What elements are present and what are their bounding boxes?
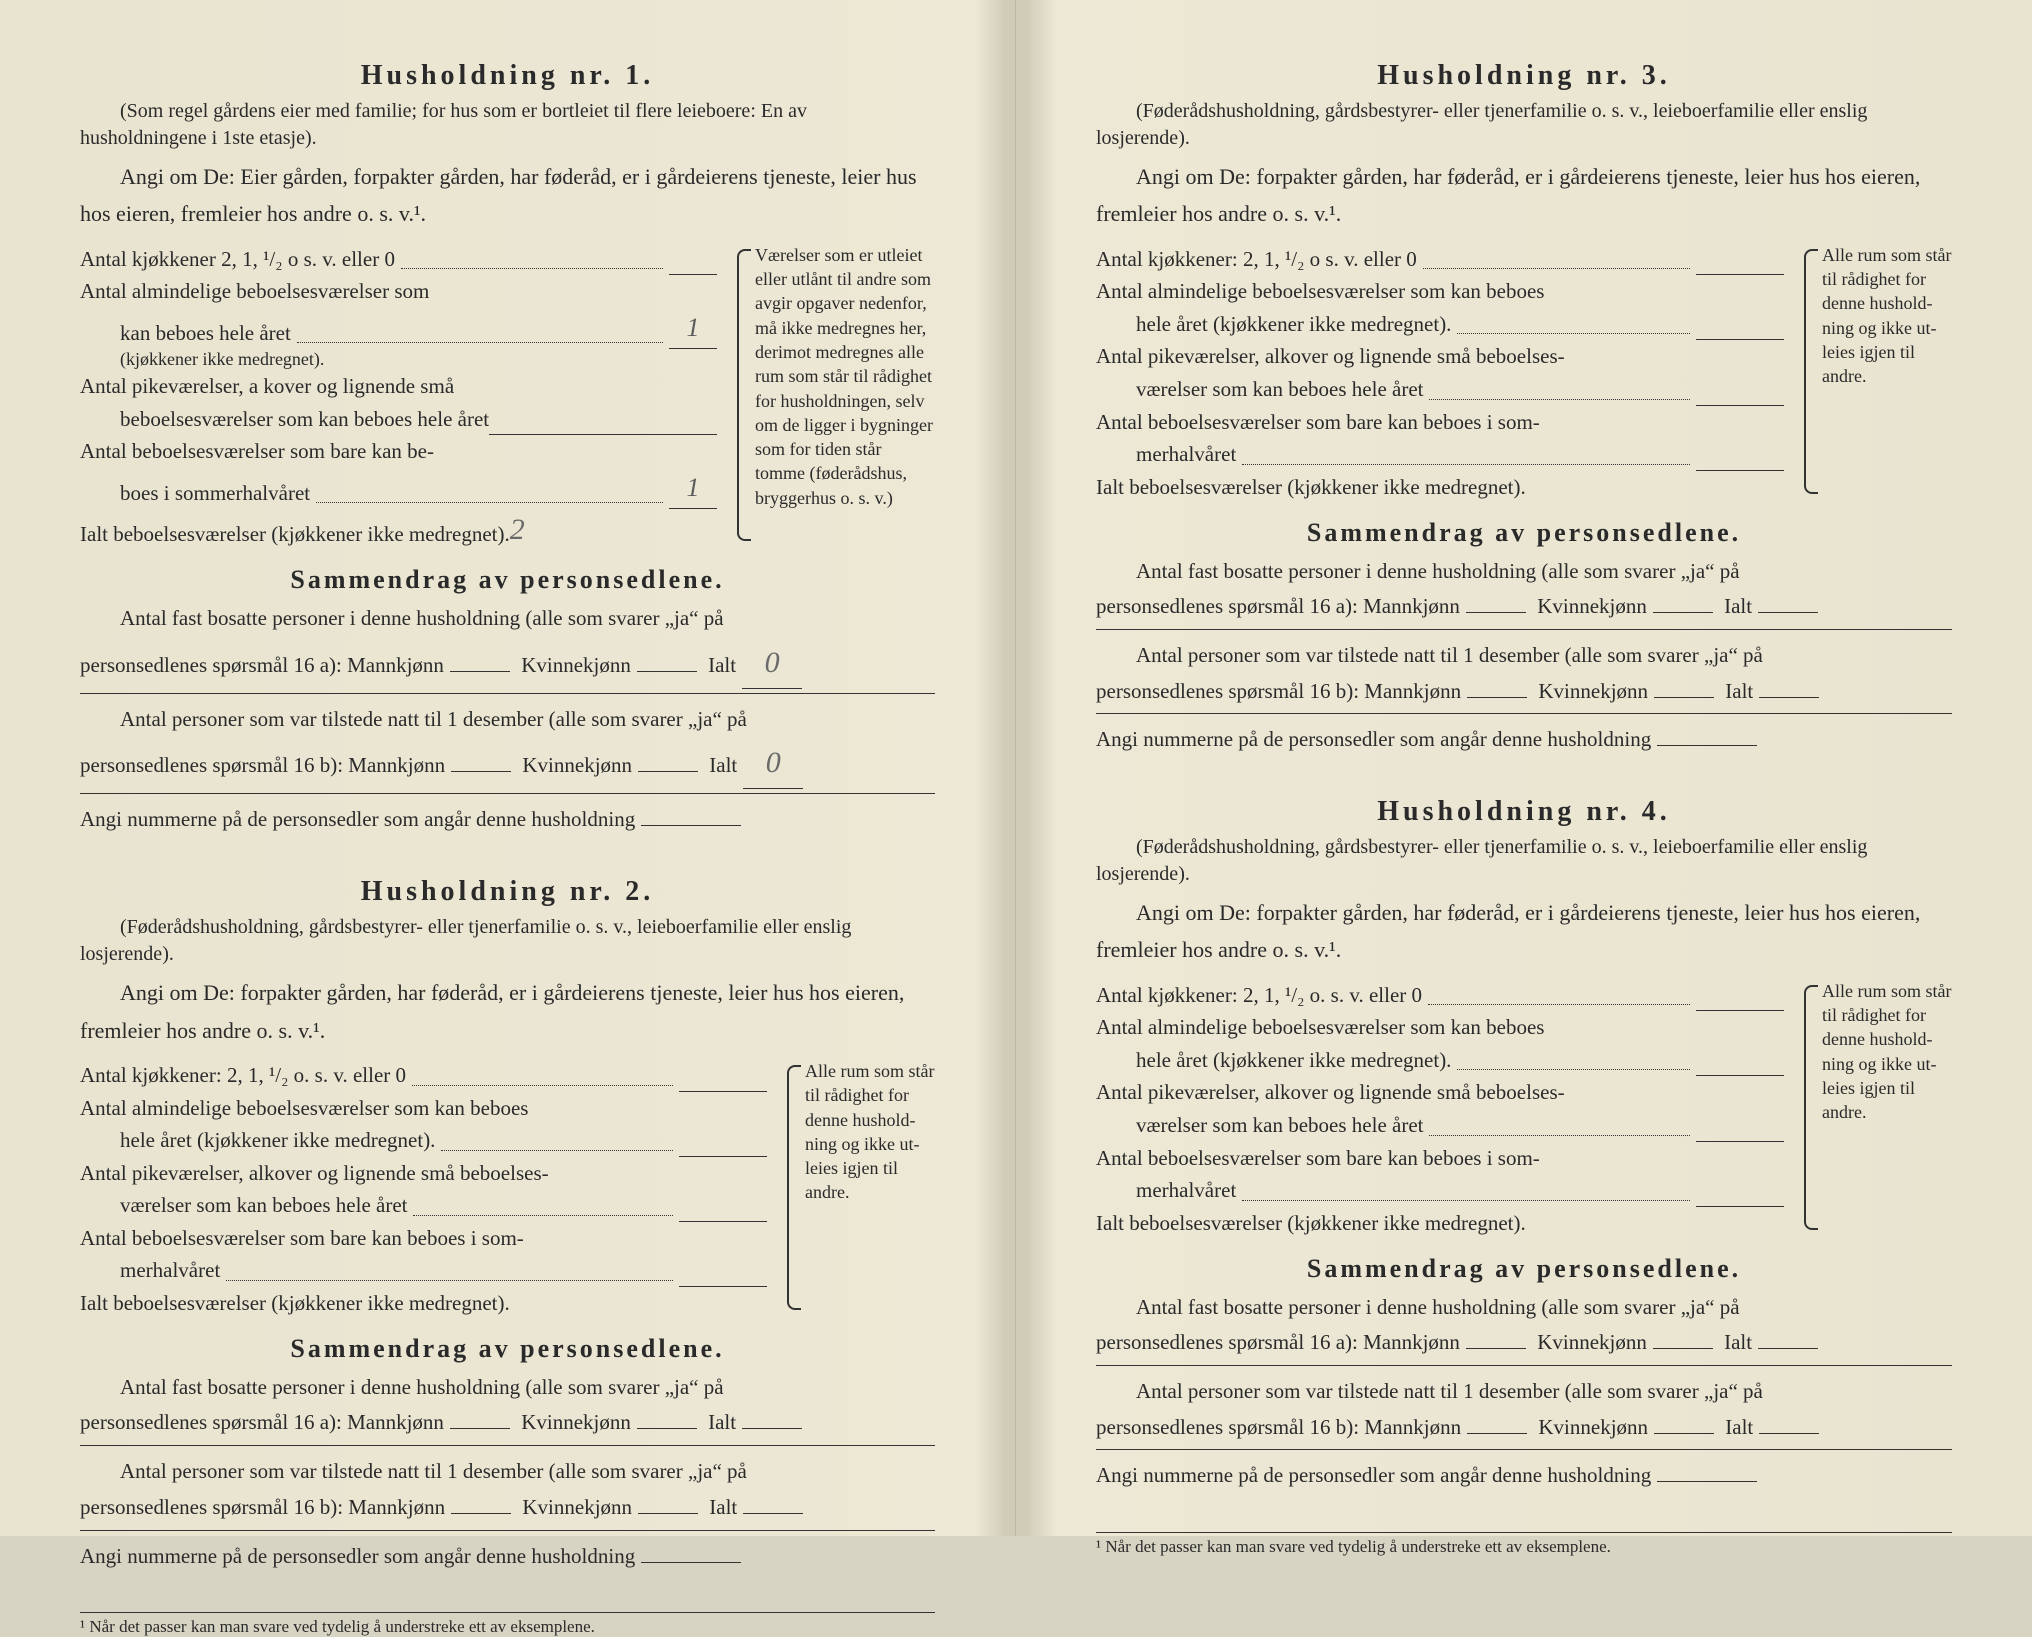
h2-subtitle: (Føderådshusholdning, gårdsbestyrer- ell… xyxy=(80,914,935,968)
h2-kitchens-label: Antal kjøkkener: 2, 1, ¹/₂ o. s. v. elle… xyxy=(80,1059,406,1092)
household-4: Husholdning nr. 4. (Føderådshusholdning,… xyxy=(1096,796,1952,1494)
page-right: Husholdning nr. 3. (Føderådshusholdning,… xyxy=(1016,0,2032,1536)
h4-title: Husholdning nr. 4. xyxy=(1096,796,1952,828)
h1-ordinary-value: 1 xyxy=(669,308,717,349)
page-left: Husholdning nr. 1. (Som regel gårdens ei… xyxy=(0,0,1016,1536)
h3-angi: Angi om De: forpakter gården, har føderå… xyxy=(1096,158,1952,233)
h3-summary-title: Sammendrag av personsedlene. xyxy=(1096,518,1952,548)
h2-total-label: Ialt beboelsesværelser (kjøkkener ikke m… xyxy=(80,1291,510,1316)
h1-summary-2a: Antal personer som var tilstede natt til… xyxy=(80,702,935,738)
document-spread: Husholdning nr. 1. (Som regel gårdens ei… xyxy=(0,0,2032,1536)
h3-summer-l1: Antal beboelsesværelser som bare kan beb… xyxy=(1096,406,1540,439)
h2-summary-2b: personsedlenes spørsmål 16 b): Mannkjønn… xyxy=(80,1490,935,1526)
h1-ialt-a: 0 xyxy=(742,637,802,689)
h3-title: Husholdning nr. 3. xyxy=(1096,60,1952,92)
h1-summer-l1: Antal beboelsesværelser som bare kan be- xyxy=(80,435,434,468)
h3-summary-1a: Antal fast bosatte personer i denne hush… xyxy=(1096,554,1952,590)
h1-summary-title: Sammendrag av personsedlene. xyxy=(80,565,935,595)
h4-pike-l2: værelser som kan beboes hele året xyxy=(1136,1109,1423,1142)
h1-summary-1a: Antal fast bosatte personer i denne hush… xyxy=(80,601,935,637)
h1-ordinary-note: (kjøkkener ikke medregnet). xyxy=(80,349,717,370)
h4-sidenote: Alle rum som står til rådighet for denne… xyxy=(1804,979,1952,1236)
h4-summer-l1: Antal beboelsesværelser som bare kan beb… xyxy=(1096,1142,1540,1175)
h4-subtitle: (Føderådshusholdning, gårdsbestyrer- ell… xyxy=(1096,834,1952,888)
h1-kvinne-a xyxy=(637,671,697,672)
h1-mann-a xyxy=(450,671,510,672)
h4-summary-2b: personsedlenes spørsmål 16 b): Mannkjønn… xyxy=(1096,1410,1952,1446)
h2-pike-l1: Antal pikeværelser, alkover og lignende … xyxy=(80,1157,549,1190)
h1-summer-l2: boes i sommerhalvåret xyxy=(120,477,310,510)
h4-total-label: Ialt beboelsesværelser (kjøkkener ikke m… xyxy=(1096,1211,1526,1236)
h2-title: Husholdning nr. 2. xyxy=(80,876,935,908)
h4-summer-l2: merhalvåret xyxy=(1136,1174,1236,1207)
h3-summary-1b: personsedlenes spørsmål 16 a): Mannkjønn… xyxy=(1096,589,1952,625)
h1-total-value: 2 xyxy=(510,513,717,547)
h3-kitchens-label: Antal kjøkkener: 2, 1, ¹/₂ o s. v. eller… xyxy=(1096,243,1417,276)
h3-nummer: Angi nummerne på de personsedler som ang… xyxy=(1096,722,1952,758)
h4-summary-1b: personsedlenes spørsmål 16 a): Mannkjønn… xyxy=(1096,1325,1952,1361)
h2-summary-1a: Antal fast bosatte personer i denne hush… xyxy=(80,1370,935,1406)
h4-summary-2a: Antal personer som var tilstede natt til… xyxy=(1096,1374,1952,1410)
h1-kitchens-value xyxy=(669,274,717,275)
h1-title: Husholdning nr. 1. xyxy=(80,60,935,92)
h4-ordinary-l2: hele året (kjøkkener ikke medregnet). xyxy=(1136,1044,1451,1077)
h1-angi: Angi om De: Eier gården, forpakter gårde… xyxy=(80,158,935,233)
h3-ordinary-l2: hele året (kjøkkener ikke medregnet). xyxy=(1136,308,1451,341)
h2-summary-1b: personsedlenes spørsmål 16 a): Mannkjønn… xyxy=(80,1405,935,1441)
h2-ordinary-l1: Antal almindelige beboelsesværelser som … xyxy=(80,1092,528,1125)
h1-summary-2b: personsedlenes spørsmål 16 b): Mannkjønn… xyxy=(80,737,935,789)
h3-pike-l2: værelser som kan beboes hele året xyxy=(1136,373,1423,406)
h1-subtitle: (Som regel gårdens eier med familie; for… xyxy=(80,98,935,152)
h2-angi: Angi om De: forpakter gården, har føderå… xyxy=(80,974,935,1049)
h1-ialt-b: 0 xyxy=(743,737,803,789)
h4-summary-title: Sammendrag av personsedlene. xyxy=(1096,1254,1952,1284)
h4-pike-l1: Antal pikeværelser, alkover og lignende … xyxy=(1096,1076,1565,1109)
h4-nummer: Angi nummerne på de personsedler som ang… xyxy=(1096,1458,1952,1494)
h2-pike-l2: værelser som kan beboes hele året xyxy=(120,1189,407,1222)
h4-kitchens-label: Antal kjøkkener: 2, 1, ¹/₂ o. s. v. elle… xyxy=(1096,979,1422,1012)
h2-ordinary-l2: hele året (kjøkkener ikke medregnet). xyxy=(120,1124,435,1157)
h3-summer-l2: merhalvåret xyxy=(1136,438,1236,471)
h1-room-list: Antal kjøkkener 2, 1, ¹/₂ o s. v. eller … xyxy=(80,243,717,547)
h2-sidenote: Alle rum som står til rådighet for denne… xyxy=(787,1059,935,1316)
footnote-left: ¹ Når det passer kan man svare ved tydel… xyxy=(80,1612,935,1637)
h2-summary-2a: Antal personer som var tilstede natt til… xyxy=(80,1454,935,1490)
h1-nummer: Angi nummerne på de personsedler som ang… xyxy=(80,802,935,838)
h3-ordinary-l1: Antal almindelige beboelsesværelser som … xyxy=(1096,275,1544,308)
h3-sidenote: Alle rum som står til rådighet for denne… xyxy=(1804,243,1952,500)
household-2: Husholdning nr. 2. (Føderådshusholdning,… xyxy=(80,876,935,1574)
household-1: Husholdning nr. 1. (Som regel gårdens ei… xyxy=(80,60,935,838)
household-3: Husholdning nr. 3. (Føderådshusholdning,… xyxy=(1096,60,1952,758)
h3-pike-l1: Antal pikeværelser, alkover og lignende … xyxy=(1096,340,1565,373)
h1-ordinary-l2: kan beboes hele året xyxy=(120,317,291,350)
h2-nummer: Angi nummerne på de personsedler som ang… xyxy=(80,1539,935,1575)
h3-summary-2b: personsedlenes spørsmål 16 b): Mannkjønn… xyxy=(1096,674,1952,710)
h2-summer-l2: merhalvåret xyxy=(120,1254,220,1287)
h1-summary-1b: personsedlenes spørsmål 16 a): Mannkjønn… xyxy=(80,637,935,689)
h2-summer-l1: Antal beboelsesværelser som bare kan beb… xyxy=(80,1222,524,1255)
h3-total-label: Ialt beboelsesværelser (kjøkkener ikke m… xyxy=(1096,475,1526,500)
h4-ordinary-l1: Antal almindelige beboelsesværelser som … xyxy=(1096,1011,1544,1044)
h1-total-label: Ialt beboelsesværelser (kjøkkener ikke m… xyxy=(80,522,510,547)
h3-room-list: Antal kjøkkener: 2, 1, ¹/₂ o s. v. eller… xyxy=(1096,243,1784,500)
h1-pike-l1: Antal pikeværelser, a kover og lignende … xyxy=(80,370,454,403)
h1-kvinne-b xyxy=(638,771,698,772)
h1-kitchens-label: Antal kjøkkener 2, 1, ¹/₂ o s. v. eller … xyxy=(80,243,395,276)
h2-room-list: Antal kjøkkener: 2, 1, ¹/₂ o. s. v. elle… xyxy=(80,1059,767,1316)
h3-summary-2a: Antal personer som var tilstede natt til… xyxy=(1096,638,1952,674)
h1-summer-value: 1 xyxy=(669,468,717,509)
h4-angi: Angi om De: forpakter gården, har føderå… xyxy=(1096,894,1952,969)
h2-summary-title: Sammendrag av personsedlene. xyxy=(80,1334,935,1364)
h1-mann-b xyxy=(451,771,511,772)
h1-ordinary-l1: Antal almindelige beboelsesværelser som xyxy=(80,275,429,308)
h3-subtitle: (Føderådshusholdning, gårdsbestyrer- ell… xyxy=(1096,98,1952,152)
h1-pike-l2: beboelsesværelser som kan beboes hele år… xyxy=(120,403,489,436)
h4-room-list: Antal kjøkkener: 2, 1, ¹/₂ o. s. v. elle… xyxy=(1096,979,1784,1236)
h4-summary-1a: Antal fast bosatte personer i denne hush… xyxy=(1096,1290,1952,1326)
h1-sidenote: Værelser som er utleiet eller utlånt til… xyxy=(737,243,935,547)
h1-pike-value xyxy=(489,434,717,435)
